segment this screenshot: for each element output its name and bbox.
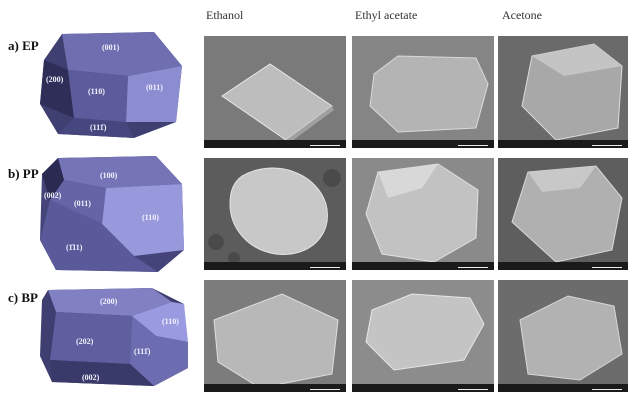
sem-image-pp-acetone [498, 158, 628, 270]
face-label: (011) [74, 199, 91, 208]
face-label: (111̄) [90, 123, 107, 132]
crystal-model-pp: (100) (002) (011) (110) (1̄11) [40, 156, 184, 272]
face-label: (002) [44, 191, 62, 200]
face-label: (200) [100, 297, 118, 306]
column-header-ethyl-acetate: Ethyl acetate [355, 8, 418, 22]
face-label: (011) [146, 83, 163, 92]
sem-image-ep-ethanol [204, 36, 346, 148]
crystal-model-ep: (001) (200) (110) (011) (111̄) [40, 32, 182, 138]
sem-image-bp-ethanol [204, 280, 346, 392]
sem-image-ep-ethyl-acetate [352, 36, 494, 148]
face-label: (100) [100, 171, 118, 180]
face-label: (110) [162, 317, 179, 326]
sem-image-pp-ethyl-acetate [352, 158, 494, 270]
crystal-model-bp: (200) (202) (110) (111̄) (002) [40, 288, 188, 386]
row-label-pp: b) PP [8, 166, 39, 181]
column-header-acetone: Acetone [502, 8, 542, 22]
face-label: (002) [82, 373, 100, 382]
sem-image-bp-acetone [498, 280, 628, 392]
sem-image-bp-ethyl-acetate [352, 280, 494, 392]
face-label: (110) [142, 213, 159, 222]
face-label: (110) [88, 87, 105, 96]
column-header-ethanol: Ethanol [206, 8, 244, 22]
face-label: (001) [102, 43, 120, 52]
row-label-bp: c) BP [8, 290, 38, 305]
face-label: (1̄11) [66, 243, 83, 252]
face-label: (202) [76, 337, 94, 346]
row-label-ep: a) EP [8, 38, 39, 53]
sem-image-ep-acetone [498, 36, 628, 148]
face-label: (111̄) [134, 347, 151, 356]
face-label: (200) [46, 75, 64, 84]
sem-image-pp-ethanol [204, 158, 346, 270]
